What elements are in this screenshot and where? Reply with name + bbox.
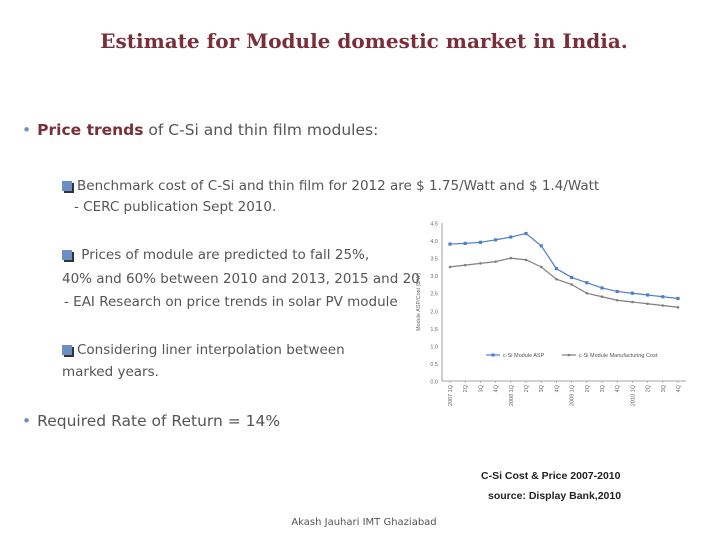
chart-source: source: Display Bank,2010 bbox=[488, 490, 622, 502]
data-point-cost bbox=[524, 258, 528, 262]
y-tick-label: 4.5 bbox=[430, 222, 438, 228]
series-line-cost bbox=[449, 257, 679, 308]
x-tick-label: 4Q bbox=[676, 384, 682, 392]
data-point-cost bbox=[448, 265, 452, 269]
data-point-cost bbox=[676, 305, 680, 309]
x-tick-label: 2007 1Q bbox=[448, 384, 454, 406]
x-tick-label: 4Q bbox=[494, 384, 500, 392]
data-point-cost bbox=[646, 302, 649, 306]
item-prices: Prices of module are predicted to fall 2… bbox=[62, 247, 369, 263]
x-tick-label: 3Q bbox=[478, 384, 484, 392]
legend-label-asp: c-Si Module ASP bbox=[503, 353, 545, 359]
x-tick-label: 2Q bbox=[646, 384, 652, 392]
price-trends-bold: Price trends bbox=[37, 121, 144, 139]
footer-author: Akash Jauhari IMT Ghaziabad bbox=[291, 517, 437, 528]
data-point-asp bbox=[661, 295, 665, 299]
checkbox-bullet-icon bbox=[62, 181, 72, 191]
data-point-cost bbox=[555, 277, 558, 281]
data-point-cost bbox=[661, 304, 665, 307]
x-tick-label: 2010 1Q bbox=[630, 384, 636, 406]
checkbox-bullet-icon bbox=[62, 250, 72, 260]
data-point-asp bbox=[646, 293, 650, 297]
data-point-cost bbox=[600, 295, 604, 299]
x-tick-label: 2008 1Q bbox=[509, 384, 515, 406]
legend-marker-cost bbox=[567, 353, 571, 357]
y-tick-label: 2.5 bbox=[430, 292, 438, 298]
data-point-asp bbox=[585, 281, 589, 285]
slide-title: Estimate for Module domestic market in I… bbox=[100, 29, 628, 53]
bullet-rate-of-return: • Required Rate of Return = 14% bbox=[22, 412, 280, 430]
x-tick-label: 4Q bbox=[615, 384, 621, 392]
bullet-price-trends: • Price trends of C-Si and thin film modu… bbox=[22, 121, 378, 139]
rate-of-return-text: Required Rate of Return = 14% bbox=[37, 412, 281, 430]
data-point-cost bbox=[585, 291, 589, 295]
legend-label-cost: c-Si Module Manufacturing Cost bbox=[579, 353, 658, 359]
x-tick-label: 2Q bbox=[463, 384, 469, 392]
x-tick-label: 3Q bbox=[539, 384, 545, 392]
checkbox-bullet-icon bbox=[62, 345, 72, 355]
data-point-asp bbox=[448, 242, 452, 246]
data-point-cost bbox=[631, 300, 634, 304]
chart-caption: C-Si Cost & Price 2007-2010 bbox=[481, 470, 621, 482]
prices-text: Prices of module are predicted to fall 2… bbox=[77, 247, 370, 263]
item-interpolation: Considering liner interpolation between bbox=[62, 342, 345, 358]
data-point-asp bbox=[463, 241, 467, 245]
y-tick-label: 1.5 bbox=[430, 327, 438, 333]
data-point-asp bbox=[630, 291, 634, 295]
data-point-asp bbox=[615, 289, 619, 294]
data-point-asp bbox=[600, 286, 604, 290]
data-point-cost bbox=[570, 283, 573, 286]
y-tick-label: 3.0 bbox=[430, 274, 438, 280]
data-point-asp bbox=[524, 231, 528, 236]
data-point-cost bbox=[479, 262, 482, 265]
data-point-cost bbox=[615, 298, 619, 302]
x-tick-label: 3Q bbox=[661, 384, 667, 392]
data-point-cost bbox=[539, 265, 543, 269]
item-interpolation-line2: marked years. bbox=[62, 364, 159, 380]
x-tick-label: 3Q bbox=[600, 384, 606, 392]
y-tick-label: 3.5 bbox=[430, 257, 438, 263]
data-point-asp bbox=[478, 240, 482, 244]
item-benchmark-source: - CERC publication Sept 2010. bbox=[74, 199, 277, 215]
benchmark-text: Benchmark cost of C-Si and thin film for… bbox=[77, 178, 600, 194]
y-axis-label: Module ASP/Cost ($/W) bbox=[416, 273, 422, 331]
item-prices-source: - EAI Research on price trends in solar … bbox=[64, 294, 398, 310]
x-tick-label: 2Q bbox=[524, 384, 530, 392]
price-chart: 0.0 0.5 1.0 1.5 2.0 2.5 3.0 3.5 4.0 4.5 Module ASP… bbox=[412, 213, 694, 406]
item-benchmark: Benchmark cost of C-Si and thin film for… bbox=[62, 178, 599, 194]
series-line-asp bbox=[449, 232, 679, 300]
x-tick-label: 2Q bbox=[585, 384, 591, 392]
y-tick-label: 0.0 bbox=[430, 380, 438, 386]
bullet-dot-icon: • bbox=[22, 121, 32, 139]
item-prices-line2: 40% and 60% between 2010 and 2013, 2015 … bbox=[62, 271, 420, 287]
x-tick-label: 4Q bbox=[554, 384, 560, 392]
x-tick-label: 2009 1Q bbox=[570, 384, 576, 406]
data-point-asp bbox=[494, 238, 498, 242]
data-point-cost bbox=[509, 256, 513, 260]
y-tick-label: 2.0 bbox=[430, 309, 438, 315]
interpolation-text: Considering liner interpolation between bbox=[77, 342, 345, 358]
data-point-asp bbox=[570, 275, 574, 280]
legend-marker-asp bbox=[491, 353, 495, 357]
data-point-asp bbox=[539, 244, 543, 248]
data-point-cost bbox=[494, 260, 497, 263]
data-point-asp bbox=[676, 296, 680, 301]
price-chart-svg: 0.0 0.5 1.0 1.5 2.0 2.5 3.0 3.5 4.0 4.5 Module ASP… bbox=[416, 222, 686, 406]
data-point-asp bbox=[554, 267, 558, 271]
y-tick-label: 4.0 bbox=[430, 239, 438, 245]
y-tick-label: 0.5 bbox=[430, 362, 438, 368]
data-point-cost bbox=[463, 263, 467, 267]
price-trends-text: of C-Si and thin film modules: bbox=[143, 121, 379, 139]
bullet-dot-icon: • bbox=[22, 412, 32, 430]
data-point-asp bbox=[509, 235, 513, 239]
y-tick-label: 1.0 bbox=[430, 344, 438, 350]
